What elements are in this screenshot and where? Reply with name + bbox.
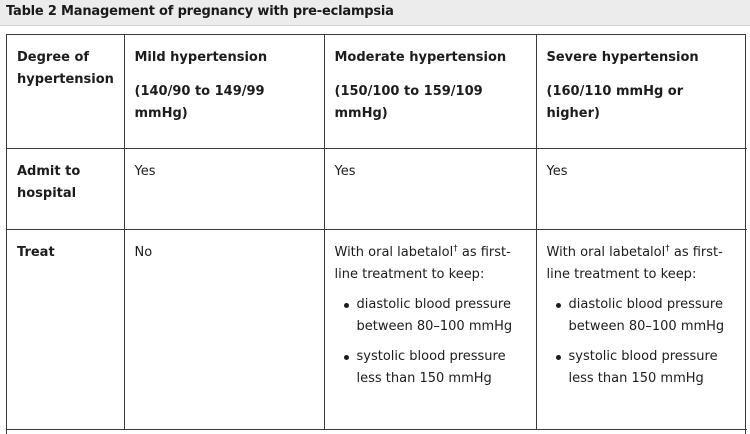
header-moderate-range: (150/100 to 159/109 mmHg)	[334, 84, 483, 121]
cell-treat-mild: No	[124, 229, 325, 430]
row-label-admit: Admit to hospital	[7, 148, 125, 230]
treat-severe-intro-text: With oral labetalol	[546, 244, 666, 260]
table-row-treat: Treat No With oral labetalol† as first-l…	[7, 229, 747, 430]
list-item: systolic blood pressure less than 150 mm…	[335, 346, 526, 390]
list-item: diastolic blood pressure between 80–100 …	[547, 294, 738, 338]
treat-moderate-list: diastolic blood pressure between 80–100 …	[335, 294, 526, 390]
table-header-row: Degree of hypertension Mild hypertension…	[7, 35, 747, 149]
table-caption: Table 2 Management of pregnancy with pre…	[6, 4, 394, 19]
list-item: systolic blood pressure less than 150 mm…	[547, 346, 738, 390]
treat-moderate-intro-rest: as first-line treatment to keep:	[334, 244, 511, 282]
header-mild-title: Mild hypertension	[134, 50, 268, 65]
table-row-admit: Admit to hospital Yes Yes Yes	[7, 148, 747, 230]
row-label-treat: Treat	[7, 229, 125, 430]
header-severe: Severe hypertension (160/110 mmHg or hig…	[536, 35, 747, 149]
header-moderate: Moderate hypertension (150/100 to 159/10…	[324, 35, 537, 149]
cell-treat-severe: With oral labetalol† as first-line treat…	[536, 229, 747, 430]
treat-severe-intro: With oral labetalol† as first-line treat…	[547, 242, 738, 286]
cell-admit-mild: Yes	[124, 148, 325, 230]
cell-admit-severe: Yes	[536, 148, 747, 230]
header-moderate-title: Moderate hypertension	[334, 50, 507, 65]
header-severe-title: Severe hypertension	[546, 50, 699, 65]
dagger-footnote-marker: †	[665, 243, 670, 254]
treat-severe-list: diastolic blood pressure between 80–100 …	[547, 294, 738, 390]
cell-admit-moderate: Yes	[324, 148, 537, 230]
header-mild-range: (140/90 to 149/99 mmHg)	[134, 84, 265, 121]
header-mild: Mild hypertension (140/90 to 149/99 mmHg…	[124, 35, 325, 149]
header-degree: Degree of hypertension	[7, 35, 125, 149]
dagger-footnote-marker: †	[453, 243, 458, 254]
cell-treat-moderate: With oral labetalol† as first-line treat…	[324, 229, 537, 430]
treat-moderate-intro: With oral labetalol† as first-line treat…	[335, 242, 526, 286]
treat-severe-intro-rest: as first-line treatment to keep:	[546, 244, 723, 282]
table: Degree of hypertension Mild hypertension…	[7, 35, 747, 430]
treat-moderate-intro-text: With oral labetalol	[334, 244, 454, 260]
management-table: Degree of hypertension Mild hypertension…	[6, 34, 747, 434]
caption-bar: Table 2 Management of pregnancy with pre…	[0, 0, 750, 26]
list-item: diastolic blood pressure between 80–100 …	[335, 294, 526, 338]
header-severe-range: (160/110 mmHg or higher)	[546, 84, 684, 121]
